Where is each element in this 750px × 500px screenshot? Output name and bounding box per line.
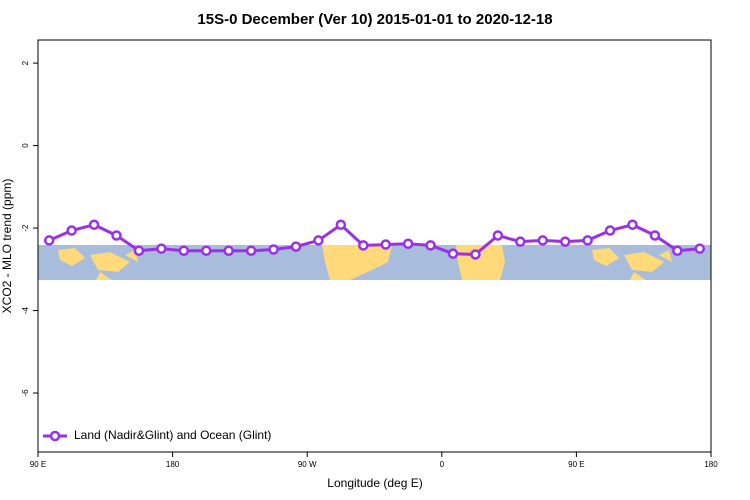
data-point bbox=[559, 236, 571, 247]
legend-label: Land (Nadir&Glint) and Ocean (Glint) bbox=[74, 428, 271, 442]
data-point bbox=[694, 243, 706, 254]
data-point bbox=[66, 225, 77, 236]
y-tick-label: 0 bbox=[21, 143, 30, 148]
y-tick-label: 2 bbox=[21, 60, 30, 65]
map-band bbox=[38, 245, 711, 280]
data-point bbox=[582, 235, 593, 246]
data-point bbox=[492, 230, 504, 241]
data-point bbox=[627, 219, 638, 231]
data-point bbox=[178, 245, 190, 256]
data-point bbox=[380, 239, 391, 250]
data-point bbox=[515, 236, 526, 247]
data-point bbox=[604, 225, 616, 236]
x-tick-label: 90 E bbox=[568, 460, 584, 469]
x-tick-label: 180 bbox=[704, 460, 718, 469]
y-axis-label: XCO2 - MLO trend (ppm) bbox=[0, 179, 14, 314]
y-tick-label: -4 bbox=[21, 306, 30, 314]
data-point bbox=[335, 219, 347, 231]
data-point bbox=[223, 245, 234, 256]
x-tick-label: 0 bbox=[440, 460, 445, 469]
data-point bbox=[358, 240, 369, 251]
data-point bbox=[649, 230, 661, 241]
x-axis-label: Longitude (deg E) bbox=[327, 476, 422, 490]
data-point bbox=[537, 235, 548, 246]
x-tick-label: 90 E bbox=[30, 460, 46, 469]
data-point bbox=[111, 230, 122, 241]
plot-frame bbox=[37, 39, 712, 453]
data-point bbox=[402, 238, 414, 249]
data-point bbox=[133, 245, 145, 256]
y-tick-label: -2 bbox=[21, 224, 30, 232]
data-point bbox=[447, 248, 459, 259]
data-point bbox=[201, 245, 212, 256]
chart-title: 15S-0 December (Ver 10) 2015-01-01 to 20… bbox=[197, 11, 552, 28]
data-point bbox=[268, 244, 279, 255]
data-point bbox=[425, 240, 436, 251]
data-point bbox=[672, 245, 683, 256]
data-point bbox=[43, 235, 55, 246]
x-tick-label: 90 W bbox=[298, 460, 317, 469]
data-point bbox=[156, 243, 167, 254]
data-point bbox=[245, 245, 257, 256]
data-point bbox=[313, 235, 324, 246]
data-point bbox=[88, 219, 100, 231]
y-tick-label: -6 bbox=[21, 389, 30, 397]
x-tick-label: 180 bbox=[166, 460, 180, 469]
legend-marker bbox=[49, 430, 61, 442]
data-point bbox=[470, 249, 481, 260]
data-point bbox=[290, 241, 302, 252]
